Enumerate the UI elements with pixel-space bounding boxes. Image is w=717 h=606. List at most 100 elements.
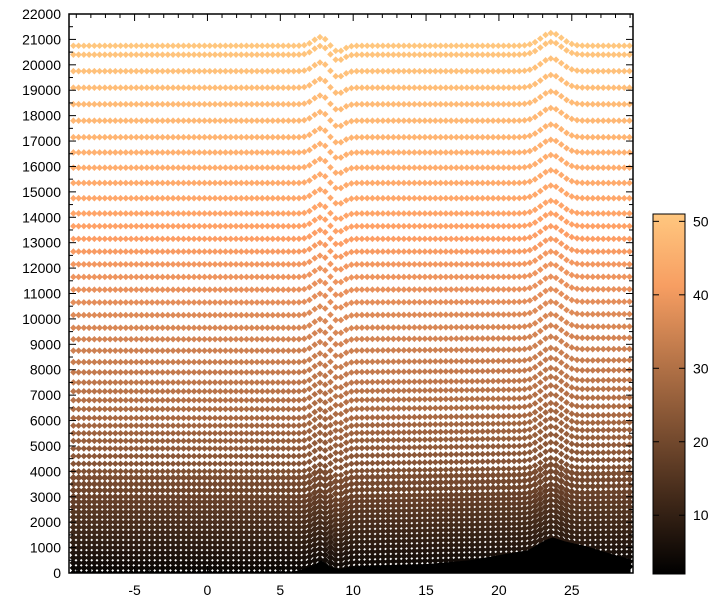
data-point [400,444,408,451]
data-point [305,552,314,561]
data-point [211,480,219,488]
data-point [122,503,130,511]
data-point [415,472,424,481]
data-point [389,507,398,515]
data-point [169,498,177,506]
data-point [75,460,82,468]
data-point [258,518,267,526]
data-point [542,224,549,232]
data-point [478,510,487,519]
data-point [85,508,93,516]
data-point [348,180,355,187]
data-point [248,414,256,422]
data-point [599,482,608,490]
data-point [457,521,466,529]
data-point [268,533,277,542]
data-point [101,473,109,482]
data-point [290,468,298,475]
data-point [85,468,93,475]
data-point [432,443,439,451]
data-point [190,548,198,557]
data-point [143,473,151,482]
data-point [242,523,251,532]
data-point [337,266,345,273]
data-point [342,275,350,283]
data-point [468,500,476,509]
data-point [211,445,219,452]
data-point [499,510,508,518]
data-point [604,523,613,531]
data-point [284,492,293,501]
data-point [599,518,608,527]
data-point [310,482,319,490]
data-point [253,460,261,468]
data-point [180,414,187,422]
data-point [405,479,413,487]
data-point [80,508,88,516]
data-point [489,505,497,513]
data-point [205,548,214,557]
data-point [542,384,549,391]
data-point [489,525,497,534]
data-point [227,437,235,445]
data-point [295,473,303,482]
data-point [300,414,308,421]
data-point [499,490,508,498]
data-point [133,414,140,422]
data-point [358,522,366,531]
data-point [416,428,423,436]
data-point [95,528,104,537]
data-point [327,347,334,354]
data-point [541,482,550,490]
data-point [158,548,167,557]
data-point [112,422,119,429]
data-point [159,429,166,437]
data-point [70,445,77,452]
data-point [137,543,146,552]
data-point [562,532,571,540]
data-point [521,357,528,364]
data-point [227,445,235,452]
data-point [363,527,371,536]
data-point [348,452,355,460]
data-point [584,441,591,449]
data-point [573,482,581,490]
data-point [620,518,629,526]
data-point [484,495,492,504]
data-point [175,468,182,475]
data-point [74,548,83,557]
data-point [542,409,549,416]
data-point [263,543,272,552]
data-point [174,528,183,537]
data-point [510,427,518,435]
data-point [69,548,78,557]
data-point [352,497,361,506]
data-point [415,511,424,520]
data-point [620,508,629,516]
data-point [505,483,513,492]
data-point [90,503,99,511]
data-point [274,492,282,501]
data-point [463,420,471,428]
data-point [573,285,581,293]
data-point [489,500,497,508]
data-point [285,468,292,475]
data-point [373,532,382,541]
data-point [373,527,382,536]
data-point [148,564,156,572]
data-point [363,558,371,566]
data-point [211,559,219,567]
data-point [442,443,450,451]
data-point [609,508,618,516]
data-point [505,435,513,442]
data-point [164,513,172,521]
data-point [216,414,224,422]
data-point [537,316,544,324]
data-point [327,179,334,186]
data-point [358,517,366,526]
data-point [447,413,455,420]
data-point [180,460,187,468]
data-point [447,521,455,529]
data-point [137,498,146,506]
data-point [405,521,413,530]
